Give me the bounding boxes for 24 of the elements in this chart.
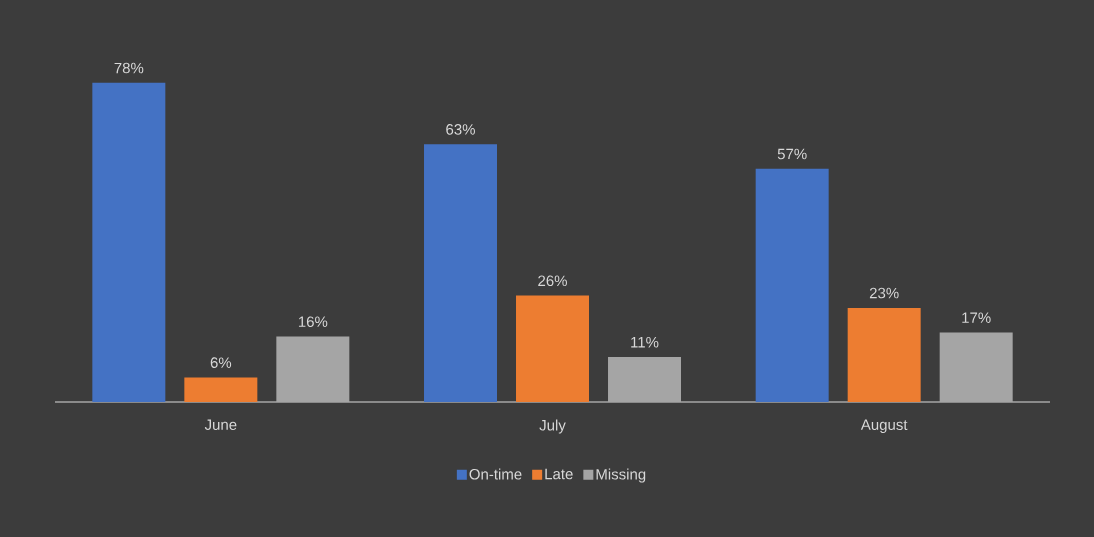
data-label: 16%: [298, 316, 328, 328]
bar: [516, 295, 590, 402]
legend-label: Late: [545, 468, 573, 480]
bar: [847, 307, 921, 402]
bar: [92, 82, 166, 402]
bar: [608, 356, 682, 402]
legend-label: On-time: [469, 468, 522, 480]
data-label: 63%: [446, 124, 475, 135]
x-tick-label: July: [539, 419, 566, 434]
bar: [755, 168, 829, 402]
data-label: 26%: [538, 275, 567, 287]
data-label: 6%: [210, 357, 232, 368]
data-label: 78%: [114, 62, 144, 74]
legend-label: Missing: [596, 468, 646, 483]
bar: [184, 377, 258, 402]
bar: [424, 144, 498, 402]
data-label: 11%: [631, 336, 659, 348]
bar: [276, 336, 350, 402]
x-tick-label: June: [204, 419, 237, 430]
data-label: 57%: [777, 148, 807, 160]
bar: [939, 332, 1013, 402]
data-label: 17%: [962, 312, 991, 323]
x-tick-label: August: [860, 419, 908, 433]
data-label: 23%: [869, 287, 899, 299]
